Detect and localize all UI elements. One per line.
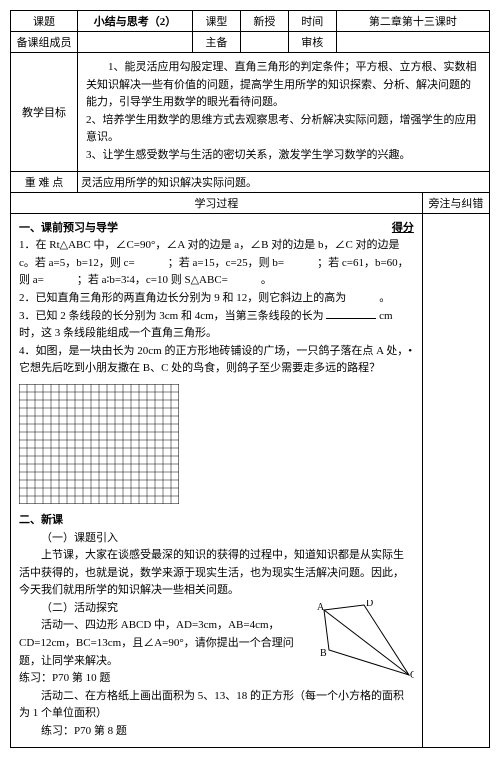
hdr-beike-v xyxy=(78,32,193,53)
sec1-title: 一、课前预习与导学 xyxy=(19,222,118,234)
hdr-zhongnan-v: 灵活应用所学的知识解决实际问题。 xyxy=(78,171,490,192)
hdr-shenhe-v xyxy=(336,32,489,53)
svg-text:C: C xyxy=(410,670,414,680)
grid-figure xyxy=(19,384,414,504)
hdr-shenhe-l: 审核 xyxy=(288,32,336,53)
main-content: 一、课前预习与导学 得分 1．在 Rt△ABC 中，∠C=90°，∠A 对的边是… xyxy=(11,213,423,747)
sec1-score: 得分 xyxy=(392,220,414,238)
sec2-act1: 活动一、四边形 ABCD 中，AD=3cm，AB=4cm，CD=12cm，BC=… xyxy=(19,617,295,670)
sec2-act2: 活动二、在方格纸上画出面积为 5、13、18 的正方形（每一个小方格的面积为 1… xyxy=(19,688,414,723)
hdr-kexing-v: 新授 xyxy=(240,11,288,32)
svg-text:D: D xyxy=(366,600,373,609)
svg-text:A: A xyxy=(317,602,325,613)
hdr-zhongnan-l: 重 难 点 xyxy=(11,171,78,192)
hdr-keti: 课题 xyxy=(11,11,78,32)
q3c: 时，这 3 条线段能组成一个直角三角形。 xyxy=(19,327,217,339)
hdr-title: 小结与思考（2） xyxy=(78,11,193,32)
q3a: 3．已知 2 条线段的长分别为 3cm 和 4cm，当第三条线段的长为 xyxy=(19,310,324,322)
hdr-shijian-v: 第二章第十三课时 xyxy=(336,11,489,32)
sec2-p1: 上节课，大家在谈感受最深的知识的获得的过程中，知道知识都是从实际生活中获得的，也… xyxy=(19,547,414,600)
q3b: cm xyxy=(379,310,392,322)
hdr-mubiao-v: 1、能灵活应用勾股定理、直角三角形的判定条件；平方根、立方根、实数相关知识解决一… xyxy=(78,53,490,172)
quad-figure: A D C B xyxy=(314,600,414,680)
sec2-sub1: （一）课题引入 xyxy=(19,530,414,548)
sec2-title: 二、新课 xyxy=(19,512,414,530)
hdr-pangzhu: 旁注与纠错 xyxy=(422,192,489,213)
q3: 3．已知 2 条线段的长分别为 3cm 和 4cm，当第三条线段的长为 cm 时… xyxy=(19,308,414,343)
q1: 1．在 Rt△ABC 中，∠C=90°，∠A 对的边是 a，∠B 对的边是 b，… xyxy=(19,237,414,290)
q4: 4．如图，是一块由长为 20cm 的正方形地砖铺设的广场，一只鸽子落在点 A 处… xyxy=(19,343,414,378)
hdr-mubiao-l: 教学目标 xyxy=(11,53,78,172)
hdr-beike-l: 备课组成员 xyxy=(11,32,78,53)
hdr-zhubei-l: 主备 xyxy=(193,32,241,53)
sec2-ex2: 练习：P70 第 8 题 xyxy=(19,723,414,741)
q2: 2．已知直角三角形的两直角边长分别为 9 和 12，则它斜边上的高为 。 xyxy=(19,290,414,308)
side-notes xyxy=(422,213,489,747)
hdr-shijian-l: 时间 xyxy=(288,11,336,32)
hdr-kexing-l: 课型 xyxy=(193,11,241,32)
hdr-zhubei-v xyxy=(240,32,288,53)
svg-text:B: B xyxy=(320,648,327,659)
hdr-xuexi: 学习过程 xyxy=(11,192,423,213)
